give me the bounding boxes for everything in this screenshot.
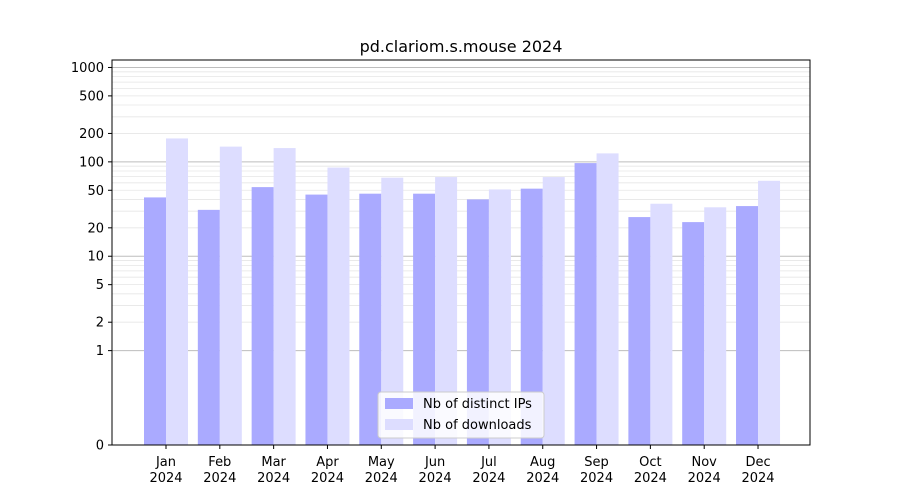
x-tick-label-year: 2024 <box>526 471 559 486</box>
bar-distinct-ips <box>682 222 705 445</box>
bar-distinct-ips <box>736 206 759 445</box>
bar-downloads <box>488 189 511 445</box>
x-tick-label-month: Aug <box>530 455 555 470</box>
bar-downloads <box>758 180 781 445</box>
bars <box>144 138 781 446</box>
bar-downloads <box>542 177 565 445</box>
legend-swatch <box>385 419 413 430</box>
bar-distinct-ips <box>197 209 220 445</box>
y-tick-label: 1 <box>96 344 104 359</box>
bar-distinct-ips <box>359 193 382 445</box>
x-tick-label-year: 2024 <box>365 471 398 486</box>
x-tick-label-month: Jul <box>480 455 497 470</box>
legend-label: Nb of distinct IPs <box>423 397 532 412</box>
bar-distinct-ips <box>520 188 543 445</box>
x-tick-label-month: Jun <box>424 455 445 470</box>
x-tick-label-year: 2024 <box>580 471 613 486</box>
bar-distinct-ips <box>251 187 274 446</box>
x-tick-label-year: 2024 <box>203 471 236 486</box>
x-tick-label-month: Apr <box>316 455 339 470</box>
y-tick-label: 20 <box>87 221 104 236</box>
x-tick-label-month: Feb <box>208 455 231 470</box>
y-tick-label: 5 <box>96 278 104 293</box>
y-tick-label: 50 <box>87 184 104 199</box>
bar-distinct-ips <box>628 217 651 445</box>
x-tick-label-month: Oct <box>639 455 661 470</box>
bar-distinct-ips <box>413 193 436 445</box>
y-tick-label: 2 <box>96 316 104 331</box>
x-tick-label-year: 2024 <box>634 471 667 486</box>
bar-downloads <box>704 207 727 445</box>
x-axis: Jan2024Feb2024Mar2024Apr2024May2024Jun20… <box>149 445 775 486</box>
x-tick-label-year: 2024 <box>688 471 721 486</box>
legend-label: Nb of downloads <box>423 418 532 433</box>
y-tick-label: 200 <box>79 127 104 142</box>
bar-distinct-ips <box>305 194 328 445</box>
x-tick-label-month: Mar <box>261 455 286 470</box>
x-tick-label-month: Nov <box>692 455 718 470</box>
y-axis: 0 1 2 5 10 20 50 100 200 500 1000 <box>71 61 112 454</box>
x-tick-label-month: May <box>368 455 395 470</box>
y-tick-label: 100 <box>79 155 104 170</box>
bar-downloads <box>650 203 673 445</box>
y-tick-label: 0 <box>96 439 104 454</box>
bar-downloads <box>381 177 404 446</box>
legend: Nb of distinct IPs Nb of downloads <box>377 391 545 439</box>
y-tick-label: 500 <box>79 89 104 104</box>
x-tick-label-year: 2024 <box>741 471 774 486</box>
x-tick-label-year: 2024 <box>311 471 344 486</box>
bar-distinct-ips <box>144 197 166 445</box>
legend-swatch <box>385 398 413 409</box>
chart-title: pd.clariom.s.mouse 2024 <box>360 37 563 56</box>
y-tick-label: 10 <box>87 250 104 265</box>
bar-downloads <box>166 138 188 445</box>
y-tick-label: 1000 <box>71 61 104 76</box>
bar-downloads <box>596 153 619 445</box>
legend-box <box>377 391 545 439</box>
x-tick-label-year: 2024 <box>149 471 182 486</box>
bar-distinct-ips <box>574 163 597 445</box>
bar-downloads <box>273 148 296 445</box>
bar-downloads <box>219 146 242 445</box>
bar-downloads <box>327 167 350 445</box>
bar-downloads <box>435 177 458 445</box>
bar-distinct-ips <box>466 199 489 445</box>
x-tick-label-year: 2024 <box>472 471 505 486</box>
x-tick-label-year: 2024 <box>419 471 452 486</box>
plot-frame <box>111 59 811 446</box>
x-tick-label-month: Dec <box>745 455 770 470</box>
x-tick-label-month: Jan <box>155 455 176 470</box>
x-tick-label-month: Sep <box>584 455 609 470</box>
x-tick-label-year: 2024 <box>257 471 290 486</box>
